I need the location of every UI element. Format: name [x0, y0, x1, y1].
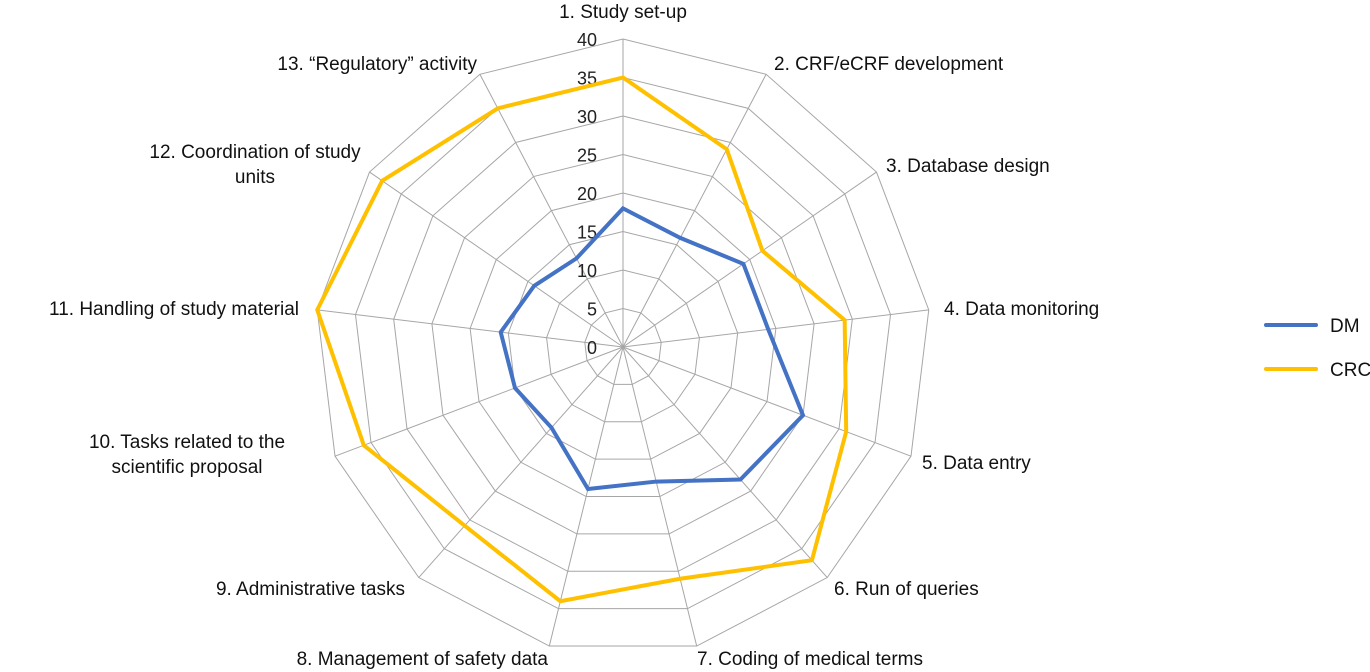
- axis-spoke-3: [622, 171, 877, 348]
- axis-spoke-7: [622, 346, 698, 647]
- tick-label: 0: [587, 338, 597, 358]
- grid-ring-35: [354, 76, 892, 610]
- tick-label: 30: [577, 107, 597, 127]
- axis-label-8: 8. Management of safety data: [297, 649, 549, 670]
- grid: [316, 38, 930, 647]
- axis-spoke-9: [418, 346, 624, 578]
- tick-label: 40: [577, 30, 597, 50]
- axis-label-5: 5. Data entry: [922, 453, 1031, 474]
- grid-ring-15: [507, 230, 739, 460]
- axis-label-2: 2. CRF/eCRF development: [774, 54, 1004, 75]
- grid-ring-20: [469, 192, 777, 498]
- series-crc-line: [315, 75, 849, 604]
- grid-ring-10: [546, 269, 700, 423]
- axis-spoke-10: [334, 346, 624, 457]
- axis-spoke-8: [548, 346, 624, 647]
- grid-ring-5: [584, 307, 662, 385]
- axis-spoke-5: [622, 346, 912, 457]
- axis-label-13: 13. “Regulatory” activity: [277, 54, 477, 75]
- axis-label-10: 10. Tasks related to the scientific propo…: [89, 432, 285, 478]
- tick-label: 15: [577, 223, 597, 243]
- series-dm-line: [498, 205, 806, 492]
- grid-ring-25: [431, 153, 815, 535]
- axis-spoke-13: [479, 74, 624, 348]
- axis-label-3: 3. Database design: [886, 156, 1050, 177]
- axis-label-9: 9. Administrative tasks: [216, 579, 405, 600]
- axis-spoke-12: [369, 171, 624, 348]
- tick-label: 5: [587, 300, 597, 320]
- axis-spoke-2: [622, 74, 767, 348]
- tick-label: 10: [577, 261, 597, 281]
- tick-label: 25: [577, 146, 597, 166]
- grid-ring-40: [316, 38, 930, 647]
- legend: DM CRC: [1264, 316, 1370, 381]
- legend-label-dm: DM: [1330, 316, 1360, 337]
- legend-label-crc: CRC: [1330, 360, 1370, 381]
- series-group: [315, 75, 849, 604]
- tick-label: 20: [577, 184, 597, 204]
- axis-labels: 1. Study set-up 2. CRF/eCRF development 3.…: [49, 2, 1099, 670]
- axis-spoke-4: [622, 309, 929, 348]
- axis-label-6: 6. Run of queries: [834, 579, 979, 600]
- axis-label-12: 12. Coordination of study units: [149, 142, 361, 188]
- axis-spoke-6: [622, 346, 828, 578]
- axis-label-7: 7. Coding of medical terms: [697, 649, 923, 670]
- grid-ring-30: [393, 115, 853, 572]
- axis-label-4: 4. Data monitoring: [944, 299, 1099, 320]
- axis-spoke-11: [317, 309, 624, 348]
- axis-label-1: 1. Study set-up: [559, 2, 687, 23]
- axis-label-11: 11. Handling of study material: [49, 299, 299, 320]
